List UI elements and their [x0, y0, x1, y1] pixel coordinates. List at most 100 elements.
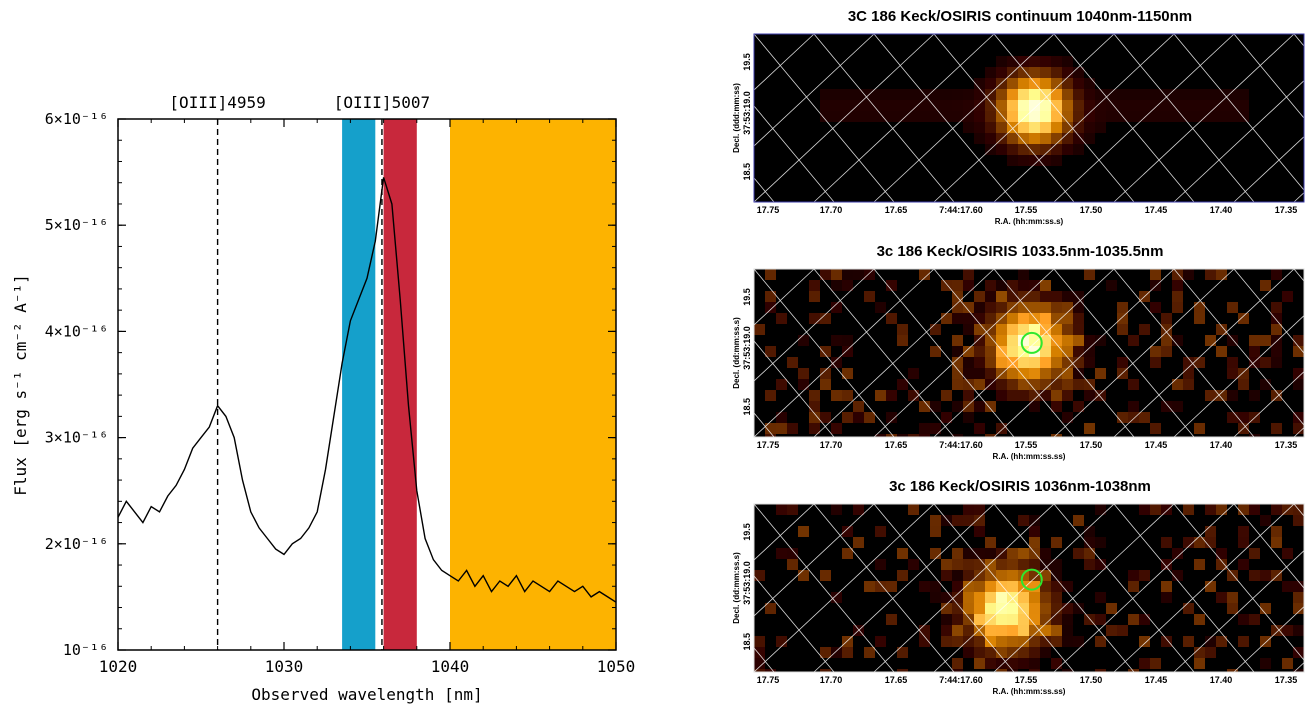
map-pixel: [1018, 291, 1029, 302]
grid-line: [1173, 33, 1310, 198]
map-pixel: [1062, 614, 1073, 625]
map-pixel: [1084, 111, 1095, 122]
map-pixel: [1172, 302, 1183, 313]
map-pixel: [1084, 390, 1095, 401]
map-pixel: [1095, 636, 1106, 647]
map-pixel: [1007, 324, 1018, 335]
map-pixel: [820, 89, 831, 100]
map-pixel: [974, 658, 985, 669]
map-pixel: [809, 291, 820, 302]
map-pixel: [1051, 346, 1062, 357]
map-pixel: [765, 603, 776, 614]
map-pixel: [842, 636, 853, 647]
map-pixel: [996, 614, 1007, 625]
x-tick-label: 1020: [99, 657, 138, 676]
map-pixel: [1095, 504, 1106, 515]
map-pixel: [1062, 412, 1073, 423]
map-pixel: [787, 559, 798, 570]
map-pixel: [974, 122, 985, 133]
map-pixel: [1062, 313, 1073, 324]
map-pixel: [1007, 603, 1018, 614]
map-pixel: [1040, 335, 1051, 346]
map-pixel: [1062, 625, 1073, 636]
map-pixel: [985, 335, 996, 346]
map-pixel: [1062, 636, 1073, 647]
map-pixel: [1150, 346, 1161, 357]
map-pixel: [1205, 537, 1216, 548]
map-pixel: [952, 357, 963, 368]
map-pixel: [875, 636, 886, 647]
map-pixel: [952, 515, 963, 526]
map-pixel: [1227, 357, 1238, 368]
map-pixel: [1040, 67, 1051, 78]
map-pixel: [1062, 346, 1073, 357]
map-pixel: [1117, 302, 1128, 313]
map-pixel: [831, 111, 842, 122]
map-pixel: [1084, 548, 1095, 559]
map-pixel: [1007, 614, 1018, 625]
map-pixels: [754, 504, 1304, 680]
map-pixel: [1216, 390, 1227, 401]
map-pixel: [1051, 133, 1062, 144]
map-pixel: [809, 423, 820, 434]
map-pixel: [1183, 111, 1194, 122]
grid-line: [993, 268, 1175, 438]
grid-line: [1113, 268, 1255, 438]
map-pixel: [875, 581, 886, 592]
map-pixel: [842, 548, 853, 559]
map-pixel: [1007, 335, 1018, 346]
map-pixel: [1040, 592, 1051, 603]
grid-line: [1053, 503, 1235, 673]
map-pixel: [1007, 100, 1018, 111]
dec-tick-label: 37:53:19.0: [742, 326, 752, 370]
map-pixel: [996, 67, 1007, 78]
map-pixel: [1095, 111, 1106, 122]
map-pixel: [974, 548, 985, 559]
grid-line: [933, 503, 1075, 673]
map-pixel: [1018, 302, 1029, 313]
map-pixel: [820, 313, 831, 324]
grid-line: [873, 268, 1055, 438]
map-pixel: [1271, 346, 1282, 357]
map-pixel: [886, 412, 897, 423]
map-pixel: [1271, 357, 1282, 368]
map-pixel: [820, 269, 831, 280]
grid-line: [753, 33, 935, 203]
map-pixel: [1106, 603, 1117, 614]
map-pixel: [1029, 346, 1040, 357]
coordinate-grid: [730, 503, 1310, 673]
map-pixel: [1227, 603, 1238, 614]
y-axis-label: Flux [erg s⁻¹ cm⁻² A⁻¹]: [11, 274, 30, 496]
map-pixel: [1194, 111, 1205, 122]
map-pixel: [1128, 581, 1139, 592]
map-pixel: [1183, 504, 1194, 515]
map-pixel: [985, 302, 996, 313]
map-pixel: [831, 357, 842, 368]
dec-tick-label: 18.5: [742, 163, 752, 181]
map-pixel: [1128, 335, 1139, 346]
map-pixel: [1018, 313, 1029, 324]
map-pixel: [1040, 559, 1051, 570]
map-pixel: [1007, 155, 1018, 166]
map-pixel: [1051, 357, 1062, 368]
ra-tick-label: 17.50: [1080, 440, 1103, 450]
map-pixel: [1095, 559, 1106, 570]
map-pixel: [1260, 379, 1271, 390]
map-pixel: [1029, 592, 1040, 603]
grid-line: [933, 268, 1115, 438]
map-pixel: [1029, 368, 1040, 379]
map-pixel: [1040, 89, 1051, 100]
map-pixel: [1194, 89, 1205, 100]
grid-line: [730, 268, 815, 348]
dec-tick-label: 19.5: [742, 53, 752, 71]
map-pixel: [1073, 603, 1084, 614]
map-pixel: [1150, 658, 1161, 669]
dec-tick-label: 18.5: [742, 633, 752, 651]
map-pixel: [1029, 324, 1040, 335]
spectrum-chart: [OIII]4959 [OIII]5007 1020 1030 1040 1050 10…: [11, 93, 635, 704]
map-pixel: [875, 111, 886, 122]
grid-line: [753, 503, 895, 673]
map-pixel: [1161, 335, 1172, 346]
map-pixel: [864, 291, 875, 302]
map-pixel: [974, 302, 985, 313]
